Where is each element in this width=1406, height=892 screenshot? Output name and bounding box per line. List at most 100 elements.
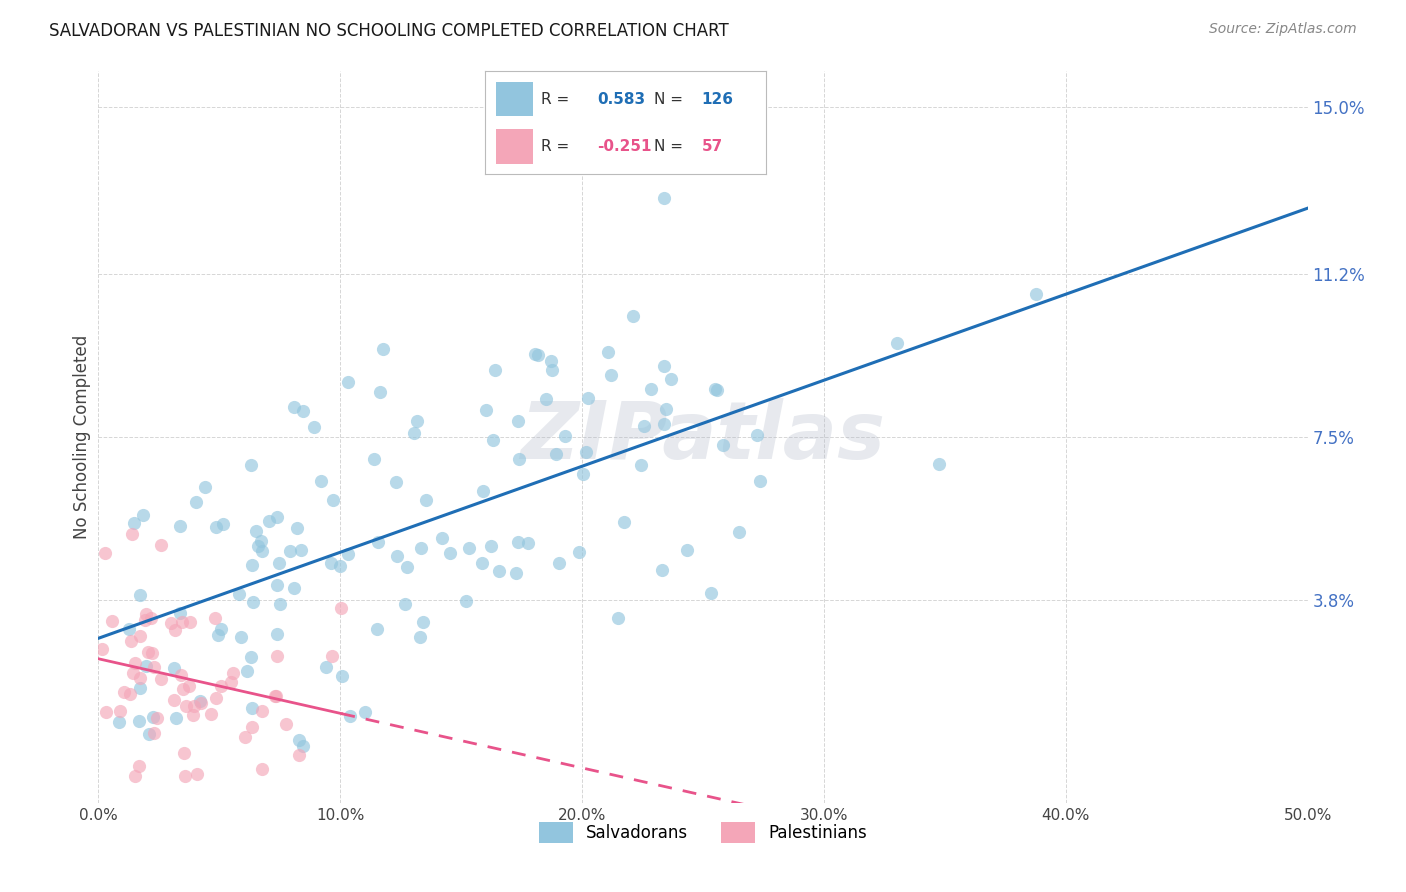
Point	[291, 739, 314, 753]
Point	[517, 536, 540, 550]
Point	[572, 467, 595, 482]
Point	[170, 668, 193, 682]
Point	[264, 689, 287, 703]
Point	[548, 557, 571, 571]
Point	[179, 615, 201, 629]
Point	[711, 438, 734, 452]
Point	[229, 630, 252, 644]
Point	[276, 716, 298, 731]
Point	[136, 644, 159, 658]
Point	[240, 558, 263, 572]
Text: Source: ZipAtlas.com: Source: ZipAtlas.com	[1209, 22, 1357, 37]
Point	[287, 732, 309, 747]
Point	[283, 400, 305, 414]
Point	[311, 474, 333, 488]
Point	[266, 509, 288, 524]
Point	[302, 419, 325, 434]
Point	[160, 615, 183, 630]
Point	[242, 595, 264, 609]
Point	[121, 526, 143, 541]
Point	[269, 597, 291, 611]
Point	[458, 541, 481, 555]
Text: -0.251: -0.251	[598, 139, 652, 153]
Point	[633, 419, 655, 434]
Point	[236, 664, 259, 678]
Point	[122, 516, 145, 531]
Point	[439, 546, 461, 560]
Point	[173, 769, 195, 783]
Point	[402, 425, 425, 440]
Point	[194, 480, 217, 494]
Point	[640, 382, 662, 396]
Point	[728, 525, 751, 540]
Point	[540, 354, 562, 368]
Y-axis label: No Schooling Completed: No Schooling Completed	[73, 335, 91, 539]
Point	[544, 447, 567, 461]
Point	[321, 556, 343, 570]
Point	[129, 671, 152, 685]
Point	[600, 368, 623, 383]
Point	[219, 674, 242, 689]
Point	[554, 429, 576, 443]
Point	[252, 762, 274, 776]
Point	[142, 726, 165, 740]
Point	[613, 515, 636, 529]
Point	[100, 615, 122, 629]
Point	[121, 666, 143, 681]
Point	[91, 641, 114, 656]
Point	[703, 382, 725, 396]
Point	[240, 720, 263, 734]
Point	[150, 672, 173, 686]
Point	[259, 514, 281, 528]
Point	[146, 711, 169, 725]
Point	[534, 392, 557, 406]
Text: SALVADORAN VS PALESTINIAN NO SCHOOLING COMPLETED CORRELATION CHART: SALVADORAN VS PALESTINIAN NO SCHOOLING C…	[49, 22, 728, 40]
Point	[143, 659, 166, 673]
Point	[576, 391, 599, 405]
Point	[396, 559, 419, 574]
Point	[228, 587, 250, 601]
Point	[117, 622, 139, 636]
Point	[186, 767, 208, 781]
Point	[222, 666, 245, 681]
Point	[288, 747, 311, 762]
Point	[385, 549, 408, 563]
Text: 126: 126	[702, 92, 734, 106]
Point	[621, 310, 644, 324]
Point	[141, 646, 163, 660]
Point	[163, 660, 186, 674]
Point	[209, 623, 232, 637]
Point	[204, 611, 226, 625]
Point	[484, 363, 506, 377]
Point	[652, 191, 675, 205]
Point	[523, 347, 546, 361]
Point	[269, 556, 291, 570]
Point	[138, 727, 160, 741]
Point	[266, 649, 288, 664]
Point	[150, 538, 173, 552]
Point	[173, 747, 195, 761]
Point	[183, 699, 205, 714]
Point	[412, 615, 434, 629]
Point	[240, 649, 263, 664]
Point	[246, 539, 269, 553]
Point	[233, 730, 256, 744]
Point	[94, 546, 117, 560]
Point	[394, 597, 416, 611]
Point	[706, 383, 728, 397]
Point	[322, 493, 344, 508]
Point	[430, 531, 453, 545]
Point	[165, 624, 187, 638]
Point	[598, 345, 620, 359]
Point	[700, 586, 723, 600]
Point	[475, 402, 498, 417]
Point	[409, 630, 432, 644]
Point	[169, 518, 191, 533]
Point	[405, 414, 427, 428]
Point	[200, 707, 222, 722]
Point	[124, 656, 146, 670]
Point	[366, 622, 388, 636]
Point	[339, 709, 361, 723]
Point	[124, 769, 146, 783]
Point	[128, 714, 150, 728]
